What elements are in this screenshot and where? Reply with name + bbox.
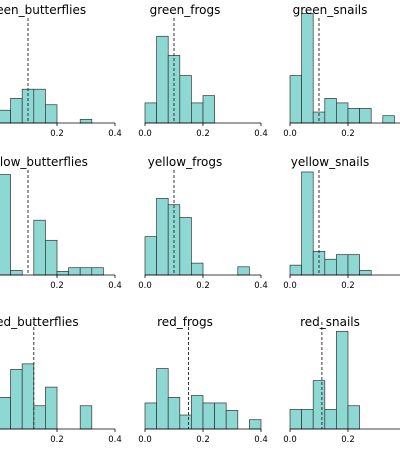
histogram-bar <box>359 270 372 276</box>
x-tick-label: 0.2 <box>196 281 210 291</box>
x-tick-label: 0.2 <box>50 281 64 291</box>
panel-red_butterflies: 0.2 0.4 red_butterflies <box>0 315 122 445</box>
histogram-bar <box>79 267 93 276</box>
histogram-bar <box>45 104 58 124</box>
panel-green_butterflies: 0.2 0.4 green_butterflies <box>0 3 122 139</box>
histogram-bar <box>156 35 169 124</box>
panel-yellow_snails: 0.0 0.2 yellow_snails <box>283 155 400 291</box>
panel-title: red_butterflies <box>0 315 79 329</box>
histogram-bar <box>179 75 192 124</box>
histogram-bar <box>56 270 69 276</box>
x-tick-label: 0.4 <box>108 129 122 139</box>
x-tick-label: 0.4 <box>108 281 122 291</box>
x-tick-label: 0.2 <box>50 129 64 139</box>
histogram-bar <box>359 108 372 124</box>
x-tick-label: 0.4 <box>254 435 268 445</box>
histogram-bar <box>10 97 23 124</box>
x-tick-label: 0.2 <box>196 435 210 445</box>
histogram-bar <box>237 266 250 276</box>
panel-red_frogs: 0.0 0.2 0.4 red_frogs <box>138 315 268 445</box>
panel-red_snails: 0.0 0.2 red_snails <box>283 315 400 445</box>
histogram-bar <box>79 405 93 430</box>
histogram-bar <box>191 262 204 276</box>
histogram-bar <box>324 97 337 124</box>
x-tick-label: 0.2 <box>341 129 355 139</box>
histogram-bar <box>191 102 204 124</box>
histogram-bar <box>144 102 157 124</box>
histogram-bar <box>324 409 337 430</box>
x-tick-label: 0.2 <box>50 435 64 445</box>
panel-title: green_frogs <box>150 3 221 17</box>
panel-title: yellow_butterflies <box>0 155 88 169</box>
histogram-bar <box>202 402 215 430</box>
panel-title: green_snails <box>293 3 368 17</box>
histogram-bar <box>336 102 349 124</box>
histogram-bar <box>382 115 395 124</box>
histogram-bar <box>312 380 326 430</box>
histogram-bar <box>33 88 46 124</box>
histogram-bar <box>347 108 360 124</box>
histogram-bar <box>0 109 11 124</box>
x-tick-label: 0.0 <box>138 281 152 291</box>
x-tick-label: 0.0 <box>283 435 297 445</box>
histogram-bar <box>179 414 192 430</box>
histogram-bar <box>0 174 11 276</box>
histogram-bar <box>289 409 302 430</box>
histogram-bar <box>33 219 46 276</box>
histogram-bar <box>10 369 23 430</box>
histogram-bar <box>10 270 23 276</box>
histogram-bar <box>33 405 46 430</box>
histogram-bar <box>179 217 192 276</box>
histogram-bar <box>45 386 58 430</box>
histogram-bar <box>289 75 302 124</box>
x-tick-label: 0.0 <box>138 435 152 445</box>
histogram-bar <box>301 13 314 124</box>
histogram-bar <box>144 236 157 276</box>
x-tick-label: 0.2 <box>341 435 355 445</box>
panel-yellow_butterflies: 0.2 0.4 yellow_butterflies <box>0 155 122 291</box>
histogram-bar <box>301 171 314 276</box>
histogram-bar <box>324 258 337 276</box>
histogram-bar <box>202 95 215 124</box>
panel-title: yellow_snails <box>291 155 369 169</box>
histogram-bar <box>301 409 314 430</box>
histogram-bar <box>68 267 81 276</box>
x-tick-label: 0.4 <box>254 129 268 139</box>
histogram-bar <box>45 239 58 276</box>
panel-title: red_snails <box>300 315 360 329</box>
panel-green_frogs: 0.0 0.2 0.4 green_frogs <box>138 3 268 139</box>
histogram-bar <box>225 410 239 430</box>
x-tick-label: 0.0 <box>283 129 297 139</box>
histogram-bar <box>214 402 227 430</box>
histogram-bar <box>347 254 360 276</box>
histogram-bar <box>21 363 35 430</box>
x-tick-label: 0.2 <box>196 129 210 139</box>
histogram-bar <box>79 118 93 124</box>
histogram-bar <box>249 419 262 430</box>
histogram-bar <box>91 267 104 276</box>
histogram-bar <box>0 397 11 430</box>
panel-yellow_frogs: 0.0 0.2 0.4 yellow_frogs <box>138 155 268 291</box>
panel-title: yellow_frogs <box>148 155 222 169</box>
x-tick-label: 0.0 <box>138 129 152 139</box>
histogram-bar <box>336 254 349 276</box>
panel-title: red_frogs <box>157 315 213 329</box>
histogram-bar <box>156 197 169 276</box>
histogram-bar <box>347 405 360 430</box>
x-tick-label: 0.0 <box>283 281 297 291</box>
histogram-bar <box>191 395 204 430</box>
x-tick-label: 0.4 <box>108 435 122 445</box>
histogram-bar <box>336 330 349 430</box>
x-tick-label: 0.2 <box>341 281 355 291</box>
histogram-bar <box>167 397 181 430</box>
histogram-bar <box>289 264 302 276</box>
panel-green_snails: 0.0 0.2 green_snails <box>283 3 400 139</box>
histogram-bar <box>144 402 157 430</box>
panel-title: green_butterflies <box>0 3 86 17</box>
histogram-bar <box>156 368 169 430</box>
x-tick-label: 0.4 <box>254 281 268 291</box>
